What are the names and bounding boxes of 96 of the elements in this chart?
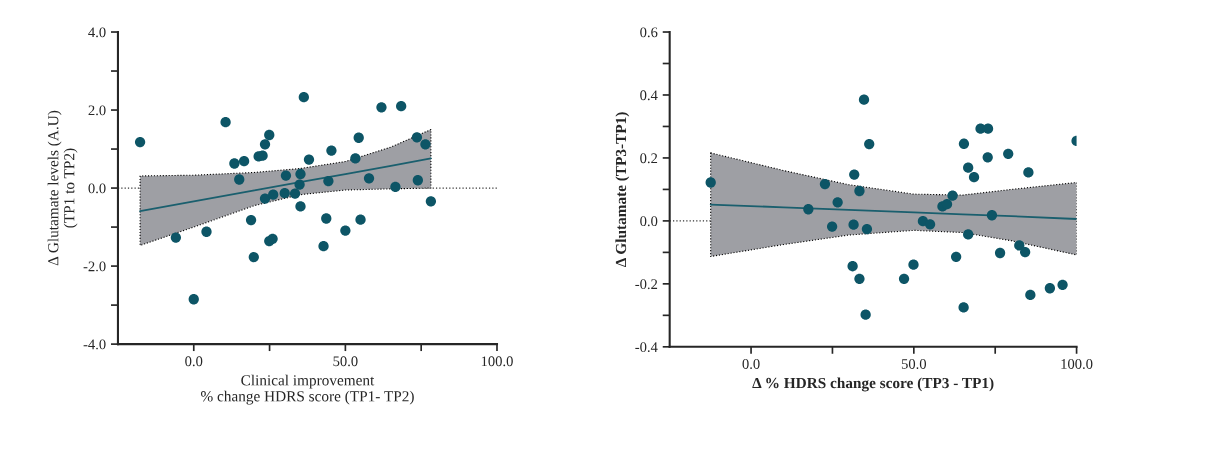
- point: [326, 145, 337, 156]
- point: [941, 199, 953, 210]
- point: [220, 116, 231, 128]
- point: [1044, 283, 1056, 294]
- point: [803, 204, 814, 215]
- y-tick-label: 4.0: [88, 27, 106, 38]
- point: [898, 273, 910, 284]
- point: [861, 223, 873, 235]
- point: [420, 139, 431, 150]
- point: [134, 136, 146, 148]
- point: [411, 132, 423, 143]
- point: [924, 219, 936, 230]
- point: [323, 175, 334, 187]
- point: [958, 302, 969, 313]
- x-tick-label: 100.0: [1061, 359, 1093, 369]
- line-series: [139, 157, 432, 212]
- point: [201, 226, 212, 237]
- x-tick-label: 0.0: [185, 356, 203, 367]
- y-tick-label: 2.0: [88, 105, 106, 116]
- point: [248, 251, 259, 263]
- x-axis-title: Δ % HDRS change score (TP3 - TP1): [752, 377, 994, 392]
- point: [819, 178, 831, 190]
- point: [188, 294, 199, 305]
- point: [1014, 240, 1025, 251]
- y-tick-label: 0.6: [640, 27, 658, 38]
- point: [986, 210, 998, 221]
- y-tick-label: -2.0: [83, 261, 106, 272]
- point: [376, 102, 387, 113]
- point: [864, 138, 875, 150]
- point: [854, 273, 865, 284]
- point: [396, 100, 407, 112]
- point: [355, 214, 366, 225]
- x-tick-label: 50.0: [333, 356, 358, 367]
- point: [826, 221, 838, 232]
- point: [1020, 246, 1031, 258]
- y-tick-label: 0.0: [640, 216, 658, 227]
- point: [425, 196, 437, 207]
- point: [950, 251, 962, 262]
- y-tick-label: 0.4: [640, 90, 658, 101]
- point: [280, 170, 292, 181]
- point: [832, 197, 843, 208]
- point: [259, 139, 271, 150]
- point: [295, 201, 306, 212]
- y-tick-label: 0.0: [88, 183, 106, 194]
- point: [294, 179, 305, 190]
- point: [705, 177, 716, 188]
- point: [1057, 279, 1068, 290]
- point: [854, 185, 865, 197]
- point: [849, 169, 860, 180]
- point: [947, 190, 958, 201]
- point: [321, 213, 332, 224]
- point: [234, 174, 245, 185]
- point: [858, 94, 870, 105]
- y-tick-label: -4.0: [83, 339, 106, 350]
- point: [259, 193, 271, 204]
- point: [968, 171, 980, 183]
- point: [1025, 289, 1036, 301]
- line-series: [709, 203, 1077, 220]
- x-tick-label: 50.0: [901, 359, 927, 369]
- y-axis-title: Δ Glutamate (TP3-TP1): [615, 112, 630, 267]
- x-axis-title: Clinical improvement % change HDRS score (TP1- TP2): [201, 374, 414, 405]
- point: [268, 189, 279, 200]
- point: [298, 92, 309, 103]
- point: [279, 187, 290, 199]
- point: [350, 153, 361, 164]
- point: [412, 175, 423, 186]
- point: [295, 168, 306, 180]
- point: [238, 156, 250, 167]
- point: [982, 152, 993, 163]
- y-tick-label: -0.4: [635, 342, 658, 353]
- point: [318, 241, 329, 252]
- point: [860, 309, 871, 320]
- point: [340, 225, 351, 236]
- point: [847, 261, 858, 272]
- point: [1003, 148, 1014, 159]
- point: [363, 173, 375, 184]
- point: [229, 158, 240, 169]
- y-tick-label: 0.2: [640, 153, 658, 164]
- point: [390, 181, 401, 193]
- point: [994, 247, 1006, 259]
- point: [908, 259, 919, 270]
- point: [303, 154, 315, 165]
- point: [264, 129, 275, 141]
- x-tick-label: 100.0: [481, 356, 513, 367]
- point: [963, 162, 974, 173]
- point: [353, 132, 364, 143]
- point: [848, 219, 859, 230]
- x-tick-label: 0.0: [742, 359, 760, 369]
- y-tick-label: -0.2: [635, 279, 658, 290]
- point: [1023, 167, 1034, 178]
- point: [170, 232, 182, 243]
- point: [958, 138, 970, 149]
- y-axis-title: Δ Glutamate levels (A.U) (TP1 to TP2): [47, 110, 78, 266]
- point: [245, 214, 257, 226]
- point: [963, 229, 974, 240]
- point: [289, 188, 301, 199]
